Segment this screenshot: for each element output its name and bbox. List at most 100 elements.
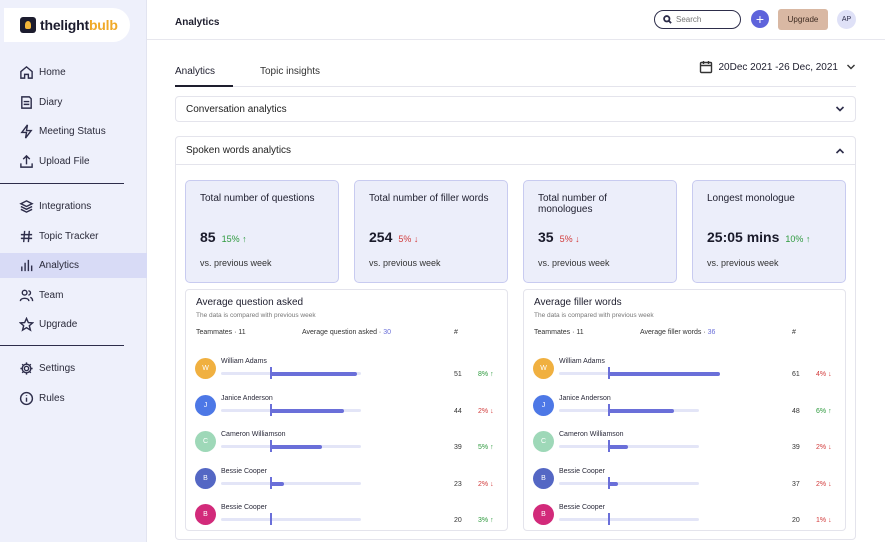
chevron-up-icon[interactable] xyxy=(835,146,845,156)
teammate-avatar: B xyxy=(195,467,216,489)
search-input[interactable] xyxy=(676,15,736,24)
sidebar-item-label: Analytics xyxy=(39,260,80,271)
bar-fill xyxy=(270,408,345,413)
user-avatar[interactable]: AP xyxy=(837,10,856,29)
sidebar-item-label: Topic Tracker xyxy=(39,230,99,242)
sidebar-item-label: Rules xyxy=(39,392,65,404)
arrow-down-icon: ↓ xyxy=(828,480,832,488)
average-marker xyxy=(608,513,610,525)
sidebar-item-home[interactable]: Home xyxy=(0,60,147,85)
sidebar-divider xyxy=(0,183,124,184)
teammate-count: 39 xyxy=(792,444,800,451)
stat-change: 5% ↓ xyxy=(559,234,580,244)
teammate-row[interactable]: B Bessie Cooper 23 2% ↓ xyxy=(195,467,500,498)
chevron-down-icon[interactable] xyxy=(835,104,845,114)
sidebar-item-integrations[interactable]: Integrations xyxy=(0,194,147,219)
teammate-row[interactable]: C Cameron Williamson 39 5% ↑ xyxy=(195,431,500,461)
arrow-down-icon: ↓ xyxy=(828,444,832,451)
stat-value: 254 xyxy=(369,229,393,245)
stat-value: 85 xyxy=(200,229,216,245)
stat-comparison: vs. previous week xyxy=(707,258,779,268)
teammate-avatar: B xyxy=(533,467,554,489)
tab-topic-insights[interactable]: Topic insights xyxy=(260,66,321,77)
sidebar-item-upload-file[interactable]: Upload File xyxy=(0,149,147,174)
teammate-change: 2% ↓ xyxy=(478,407,494,415)
teammate-name: Bessie Cooper xyxy=(221,467,267,475)
teammates-count: Teammates · 11 xyxy=(196,329,246,336)
tab-analytics[interactable]: Analytics xyxy=(175,66,216,77)
teammate-change: 5% ↑ xyxy=(478,444,494,451)
sidebar-item-meeting-status[interactable]: Meeting Status xyxy=(0,119,147,144)
sidebar-nav-group-settings: Settings Rules xyxy=(0,356,147,415)
sidebar-item-upgrade[interactable]: Upgrade xyxy=(0,312,147,337)
date-range-text: 20Dec 2021 -26 Dec, 2021 xyxy=(718,61,838,73)
stat-title: Longest monologue xyxy=(707,193,795,204)
teammate-count: 39 xyxy=(454,444,462,451)
teammate-row[interactable]: J Janice Anderson 44 2% ↓ xyxy=(195,394,500,425)
sidebar-nav-group-tools: Integrations Topic Tracker Analytics Tea… xyxy=(0,194,147,342)
bar-fill xyxy=(608,481,618,486)
teammate-row[interactable]: B Bessie Cooper 37 2% ↓ xyxy=(533,467,838,498)
logo[interactable]: thelightbulb xyxy=(4,8,130,42)
count-column-header: # xyxy=(454,329,458,336)
teammate-count: 61 xyxy=(792,371,800,378)
average-marker xyxy=(608,476,610,489)
average-marker xyxy=(270,513,272,525)
average-marker xyxy=(608,440,610,452)
sidebar-item-diary[interactable]: Diary xyxy=(0,90,147,115)
date-range-picker[interactable]: 20Dec 2021 -26 Dec, 2021 xyxy=(699,60,856,74)
sidebar-item-label: Home xyxy=(39,67,66,78)
arrow-down-icon: ↓ xyxy=(828,371,832,378)
panel-subtitle: The data is compared with previous week xyxy=(196,312,316,319)
stat-change: 5% ↓ xyxy=(398,234,419,244)
gear-icon xyxy=(18,361,34,377)
teammate-change: 3% ↑ xyxy=(478,517,494,524)
teammate-avatar: B xyxy=(533,504,554,525)
add-button[interactable]: + xyxy=(751,10,769,28)
sidebar-item-settings[interactable]: Settings xyxy=(0,356,147,381)
bar-fill xyxy=(608,408,674,413)
info-icon xyxy=(18,390,34,406)
teammate-change: 2% ↓ xyxy=(478,480,494,488)
teammate-count: 20 xyxy=(454,517,462,524)
teammate-row[interactable]: J Janice Anderson 48 6% ↑ xyxy=(533,394,838,425)
chevron-down-icon xyxy=(847,64,855,70)
bar-fill xyxy=(608,372,720,376)
arrow-up-icon: ↑ xyxy=(805,234,811,244)
arrow-down-icon: ↓ xyxy=(490,407,494,415)
sidebar-item-team[interactable]: Team xyxy=(0,283,147,308)
teammate-name: Janice Anderson xyxy=(559,394,611,402)
search-box[interactable] xyxy=(654,10,741,29)
arrow-down-icon: ↓ xyxy=(490,480,494,488)
conversation-analytics-accordion[interactable]: Conversation analytics xyxy=(175,96,856,122)
bar-track xyxy=(559,518,699,521)
count-column-header: # xyxy=(792,329,796,336)
arrow-up-icon: ↑ xyxy=(490,517,494,524)
upgrade-button[interactable]: Upgrade xyxy=(778,9,828,30)
arrow-up-icon: ↑ xyxy=(490,444,494,451)
teammate-name: William Adams xyxy=(221,358,267,365)
teammate-change: 4% ↓ xyxy=(816,371,832,378)
teammate-row[interactable]: C Cameron Williamson 39 2% ↓ xyxy=(533,431,838,461)
stat-value: 25:05 mins xyxy=(707,229,780,245)
arrow-down-icon: ↓ xyxy=(413,234,419,244)
average-filler-words-panel: Average filler words The data is compare… xyxy=(523,289,846,531)
teammate-name: Cameron Williamson xyxy=(559,431,624,438)
sidebar-item-rules[interactable]: Rules xyxy=(0,386,147,411)
accordion-header[interactable]: Spoken words analytics xyxy=(176,137,855,165)
stat-comparison: vs. previous week xyxy=(200,258,272,268)
sidebar-item-analytics[interactable]: Analytics xyxy=(0,253,147,278)
teammate-count: 23 xyxy=(454,480,462,488)
teammate-change: 6% ↑ xyxy=(816,407,832,415)
sidebar-item-label: Meeting Status xyxy=(39,126,106,137)
sidebar-item-topic-tracker[interactable]: Topic Tracker xyxy=(0,224,147,249)
arrow-up-icon: ↑ xyxy=(242,234,247,244)
teammate-row[interactable]: B Bessie Cooper 20 3% ↑ xyxy=(195,504,500,534)
lightning-icon xyxy=(18,124,34,140)
layers-icon xyxy=(18,199,34,215)
teammate-name: Bessie Cooper xyxy=(559,467,605,475)
teammate-row[interactable]: B Bessie Cooper 20 1% ↓ xyxy=(533,504,838,534)
teammate-row[interactable]: W William Adams 61 4% ↓ xyxy=(533,358,838,388)
teammate-row[interactable]: W William Adams 51 8% ↑ xyxy=(195,358,500,388)
sidebar-nav-group-main: Home Diary Meeting Status Upload File xyxy=(0,60,147,178)
